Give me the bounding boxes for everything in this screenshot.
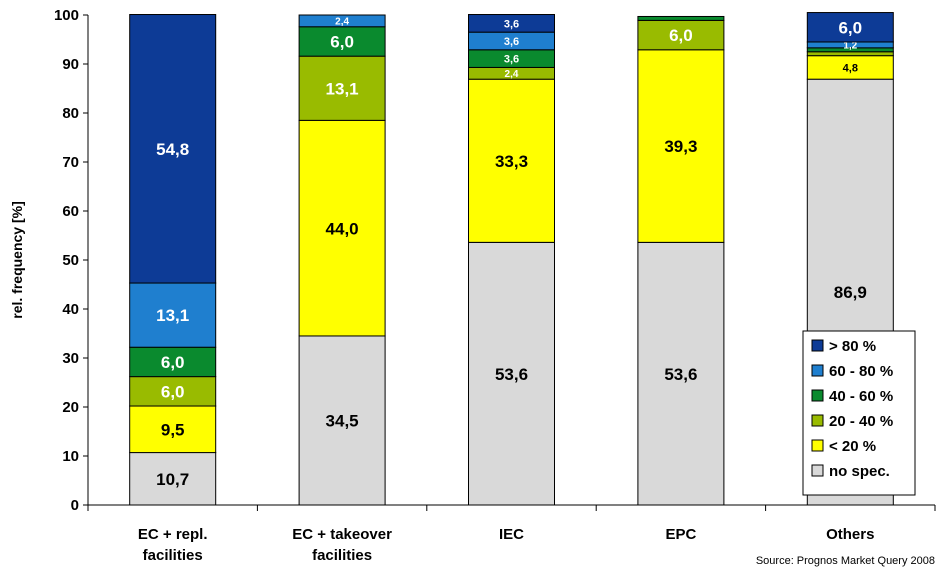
data-label: 9,5 [161,420,185,439]
legend-label: 20 - 40 % [829,413,893,430]
bar-segment [468,241,555,506]
bar-segment [637,241,725,506]
y-tick-label: 100 [54,7,79,24]
data-label: 3,6 [504,18,519,30]
bar-segment [298,26,386,57]
y-tick-label: 20 [62,399,79,416]
data-label: 6,0 [330,33,354,52]
bar-segment [468,78,555,243]
bar-segment [129,282,217,348]
y-tick-label: 0 [71,497,79,514]
data-label: 39,3 [664,137,697,156]
x-category-label: EPC [665,526,696,543]
bar-segment [298,14,386,28]
data-label: 86,9 [834,283,867,302]
y-tick-label: 10 [62,448,79,465]
data-label: 13,1 [156,306,189,325]
source-note: Source: Prognos Market Query 2008 [755,555,935,567]
legend-swatch [811,439,824,452]
y-tick-label: 30 [62,350,79,367]
data-label: 3,6 [504,54,519,66]
y-tick-label: 60 [62,203,79,220]
data-label: 3,6 [504,36,519,48]
x-category-label: facilities [312,547,372,564]
data-label: 54,8 [156,140,189,159]
data-label: 2,4 [335,16,349,27]
data-label: 13,1 [326,79,359,98]
data-label: 6,0 [161,353,185,372]
legend-label: 40 - 60 % [829,388,893,405]
y-tick-label: 90 [62,56,79,73]
legend-swatch [811,464,824,477]
data-label: 6,0 [838,18,862,37]
bar-segment [129,346,217,378]
data-label: 34,5 [326,412,359,431]
y-axis-title: rel. frequency [%] [9,201,25,318]
bar-segment [637,19,725,51]
data-label: 6,0 [669,26,693,45]
legend-label: > 80 % [829,338,876,355]
bar-segment [468,14,555,33]
data-label: 44,0 [326,219,359,238]
data-label: 6,0 [161,382,185,401]
legend-swatch [811,364,824,377]
y-tick-label: 70 [62,154,79,171]
bar-segment [129,405,217,454]
bar-segment [298,335,386,506]
bar-segment [806,12,894,43]
y-tick-label: 80 [62,105,79,122]
legend-swatch [811,414,824,427]
x-category-label: Others [826,526,874,543]
y-tick-label: 40 [62,301,79,318]
legend-label: no spec. [829,463,890,480]
data-label: 1,2 [843,40,857,51]
data-label: 33,3 [495,152,528,171]
x-category-label: facilities [143,547,203,564]
legend-label: 60 - 80 % [829,363,893,380]
legend-swatch [811,389,824,402]
x-category-label: IEC [499,526,524,543]
data-label: 2,4 [505,69,519,80]
bar-segment [298,55,386,121]
x-category-label: EC + repl. [138,526,208,543]
data-label: 53,6 [495,365,528,384]
data-label: 4,8 [843,62,858,74]
bar-segment [806,51,894,57]
bar-segment [129,376,217,407]
x-category-label: EC + takeover [292,526,392,543]
legend-label: < 20 % [829,438,876,455]
bar-segment [637,49,725,243]
legend-swatch [811,339,824,352]
data-label: 10,7 [156,470,189,489]
y-tick-label: 50 [62,252,79,269]
bar-segment [298,119,386,337]
bar-segment [129,14,217,284]
bar-segment [637,15,725,21]
data-label: 53,6 [664,365,697,384]
